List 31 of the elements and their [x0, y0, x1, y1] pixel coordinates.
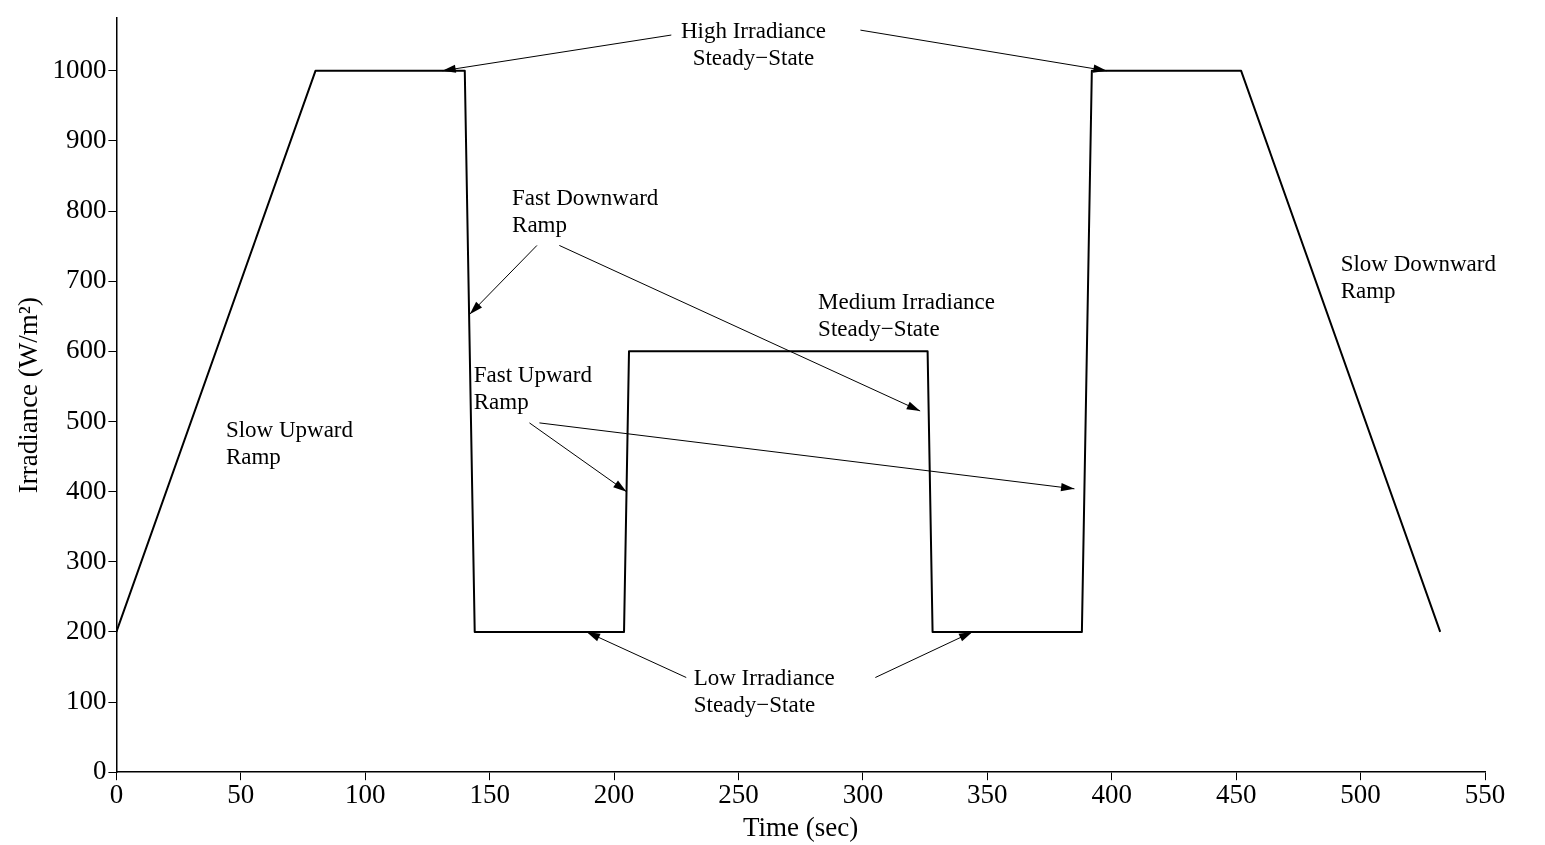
x-tick-label: 250	[718, 779, 759, 810]
y-tick-label: 700	[65, 264, 107, 295]
annotation: Fast Downward Ramp	[512, 185, 659, 238]
x-tick-label: 450	[1215, 779, 1257, 810]
y-tick-label: 800	[65, 194, 107, 225]
annotation: Slow Upward Ramp	[225, 416, 354, 469]
x-tick-label: 200	[593, 779, 635, 810]
x-tick-label: 400	[1091, 779, 1132, 810]
y-axis-title: Irradiance (W/m²)	[13, 297, 44, 494]
annotation: Medium Irradiance Steady−State	[818, 288, 996, 341]
annotation: Fast Upward Ramp	[473, 361, 593, 414]
y-tick-label: 900	[65, 124, 107, 155]
y-tick-label: 500	[65, 404, 107, 435]
y-tick-label: 100	[65, 685, 107, 716]
annotation: High Irradiance Steady−State	[680, 17, 826, 70]
y-tick-label: 1000	[52, 53, 107, 84]
y-tick-label: 600	[65, 334, 107, 365]
y-tick-label: 300	[65, 544, 107, 575]
y-tick-label: 0	[92, 755, 107, 786]
x-tick-label: 50	[227, 779, 255, 810]
x-tick-label: 500	[1340, 779, 1381, 810]
x-tick-label: 100	[344, 779, 386, 810]
x-axis-title: Time (sec)	[743, 811, 859, 842]
annotation: Slow Downward Ramp	[1340, 250, 1497, 303]
x-tick-label: 150	[469, 779, 510, 810]
x-tick-label: 350	[967, 779, 1008, 810]
annotation: Low Irradiance Steady−State	[693, 665, 835, 718]
y-tick-label: 400	[65, 474, 107, 505]
x-tick-label: 300	[842, 779, 884, 810]
y-tick-label: 200	[65, 615, 107, 646]
x-tick-label: 550	[1464, 779, 1506, 810]
